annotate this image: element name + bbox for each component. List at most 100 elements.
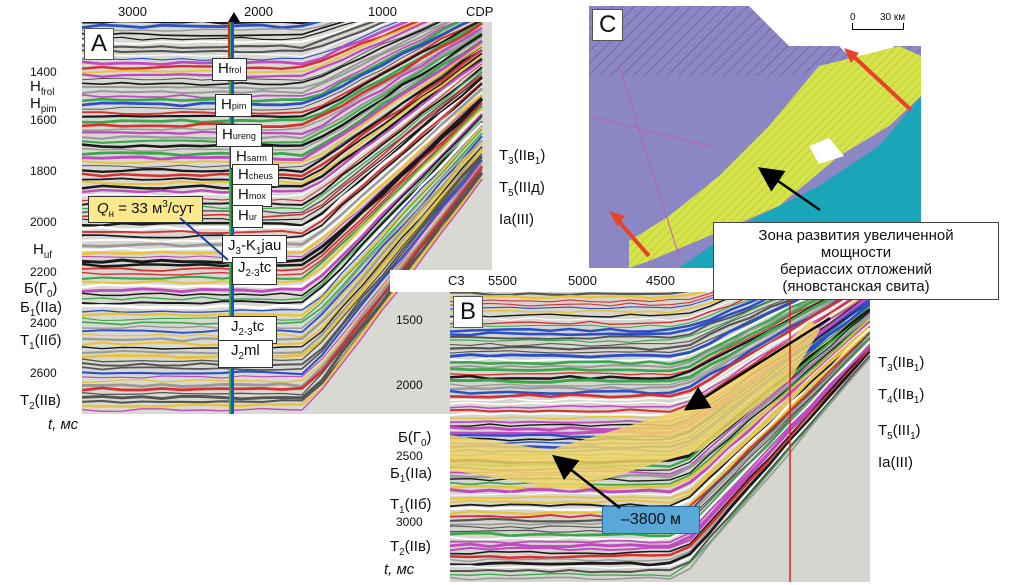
horizon-label: T1(IIб) xyxy=(390,496,432,516)
seismic-reflector xyxy=(450,353,870,569)
seismic-reflector xyxy=(450,290,864,406)
horizon-box: Hureng xyxy=(216,124,262,147)
seismic-reflector xyxy=(450,290,832,366)
cdp-tick: 1000 xyxy=(368,4,397,19)
seismic-reflector xyxy=(82,169,483,396)
cdp-axis-label: С3 xyxy=(448,273,465,288)
seismic-reflector xyxy=(82,22,426,74)
time-tick: 2500 xyxy=(396,449,423,463)
seismic-reflector xyxy=(450,290,738,310)
seismic-reflector xyxy=(82,28,483,140)
well-marker-icon xyxy=(228,12,240,22)
time-tick: 1400 xyxy=(30,65,57,79)
seismic-reflector xyxy=(450,318,870,490)
panel-b-header-strip xyxy=(390,270,712,292)
seismic-reflector xyxy=(450,290,834,370)
cdp-tick: 5000 xyxy=(568,273,597,288)
horizon-label: Hpim xyxy=(30,95,57,115)
seismic-reflector xyxy=(82,80,483,231)
seismic-section-a xyxy=(82,22,492,414)
seismic-reflector xyxy=(82,22,410,66)
seismic-reflector xyxy=(450,290,840,373)
horizon-label: T2(IIв) xyxy=(390,538,431,558)
seismic-reflector xyxy=(450,290,747,314)
seismic-reflector xyxy=(450,290,824,359)
panel-letter-c: C xyxy=(592,9,624,41)
seismic-reflector xyxy=(82,171,484,401)
panel-letter-b: B xyxy=(453,296,484,328)
seismic-reflector xyxy=(82,26,483,132)
seismic-reflector xyxy=(82,22,470,108)
seismic-reflector xyxy=(450,337,870,538)
time-tick: 2400 xyxy=(30,316,57,330)
seismic-reflector xyxy=(82,22,419,71)
horizon-label: Б1(IIa) xyxy=(20,299,62,319)
seismic-reflector xyxy=(82,26,483,136)
seismic-reflector xyxy=(82,76,483,227)
cdp-axis-label: CDP xyxy=(466,4,494,19)
seismic-reflector xyxy=(450,290,733,307)
callout-line: Зона развития увеличенной xyxy=(758,227,954,244)
horizon-label: Ia(III) xyxy=(878,454,914,471)
horizon-label: Huf xyxy=(33,241,52,261)
cdp-tick: 4500 xyxy=(646,273,675,288)
seismic-reflector xyxy=(450,290,765,322)
seismic-reflector xyxy=(82,22,357,41)
formation-box: J2-3tc xyxy=(218,316,278,344)
seismic-reflector xyxy=(82,159,483,376)
horizon-label: Б(Г0) xyxy=(24,280,58,300)
callout-line: (яновстанская свита) xyxy=(782,278,930,295)
horizon-label: T1(IIб) xyxy=(20,332,62,352)
seismic-reflector xyxy=(82,22,399,61)
seismic-reflector xyxy=(450,348,870,555)
horizon-box: Hfrol xyxy=(212,58,248,81)
seismic-reflector xyxy=(82,22,472,111)
time-axis-label: t, мс xyxy=(48,416,79,433)
horizon-label: Ia(III) xyxy=(499,211,535,228)
seismic-reflector xyxy=(82,22,323,30)
seismic-reflector xyxy=(82,33,483,149)
seismic-reflector xyxy=(450,290,714,300)
seismic-reflector xyxy=(450,340,870,541)
seismic-reflector xyxy=(82,81,483,235)
formation-box: J2-3tc xyxy=(232,257,278,285)
seismic-reflector xyxy=(450,357,870,581)
seismic-reflector xyxy=(82,22,391,58)
time-tick: 3000 xyxy=(396,515,423,529)
seismic-image-b xyxy=(450,290,870,582)
zone-callout: Зона развития увеличенной мощности бериа… xyxy=(713,222,999,300)
horizon-label: T3(IIв1) xyxy=(499,147,546,167)
seismic-reflector xyxy=(82,125,483,313)
seismic-reflector xyxy=(82,173,483,404)
seismic-reflector xyxy=(82,22,442,87)
seismic-reflector xyxy=(82,22,451,95)
seismic-reflector xyxy=(82,60,483,194)
horizon-box: Hur xyxy=(232,205,263,228)
time-tick: 2600 xyxy=(30,366,57,380)
seismic-reflector xyxy=(450,290,773,326)
seismic-reflector xyxy=(82,22,462,104)
callout-line: бериассих отложений xyxy=(780,261,932,278)
seismic-reflector xyxy=(82,22,388,54)
seismic-reflector xyxy=(450,290,697,297)
horizon-label: T3(IIв1) xyxy=(878,354,925,374)
seismic-reflector xyxy=(82,122,483,310)
seismic-reflector xyxy=(450,346,870,552)
seismic-image-a xyxy=(82,22,492,414)
seismic-reflector xyxy=(450,325,870,500)
seismic-reflector xyxy=(450,344,870,549)
seismic-reflector xyxy=(82,22,438,81)
seismic-reflector xyxy=(82,156,483,371)
seismic-reflector xyxy=(82,110,483,289)
horizon-label: Hfrol xyxy=(30,78,55,98)
seismic-reflector xyxy=(450,290,851,384)
scale-km: 30 км xyxy=(880,12,906,23)
horizon-label: T5(IIIд) xyxy=(499,179,545,199)
time-tick: 2200 xyxy=(30,265,57,279)
scale-zero: 0 xyxy=(850,12,856,23)
horizon-label: T5(III1) xyxy=(878,422,921,442)
seismic-reflector xyxy=(82,62,483,198)
seismic-reflector xyxy=(450,343,870,545)
seismic-reflector xyxy=(82,126,483,317)
